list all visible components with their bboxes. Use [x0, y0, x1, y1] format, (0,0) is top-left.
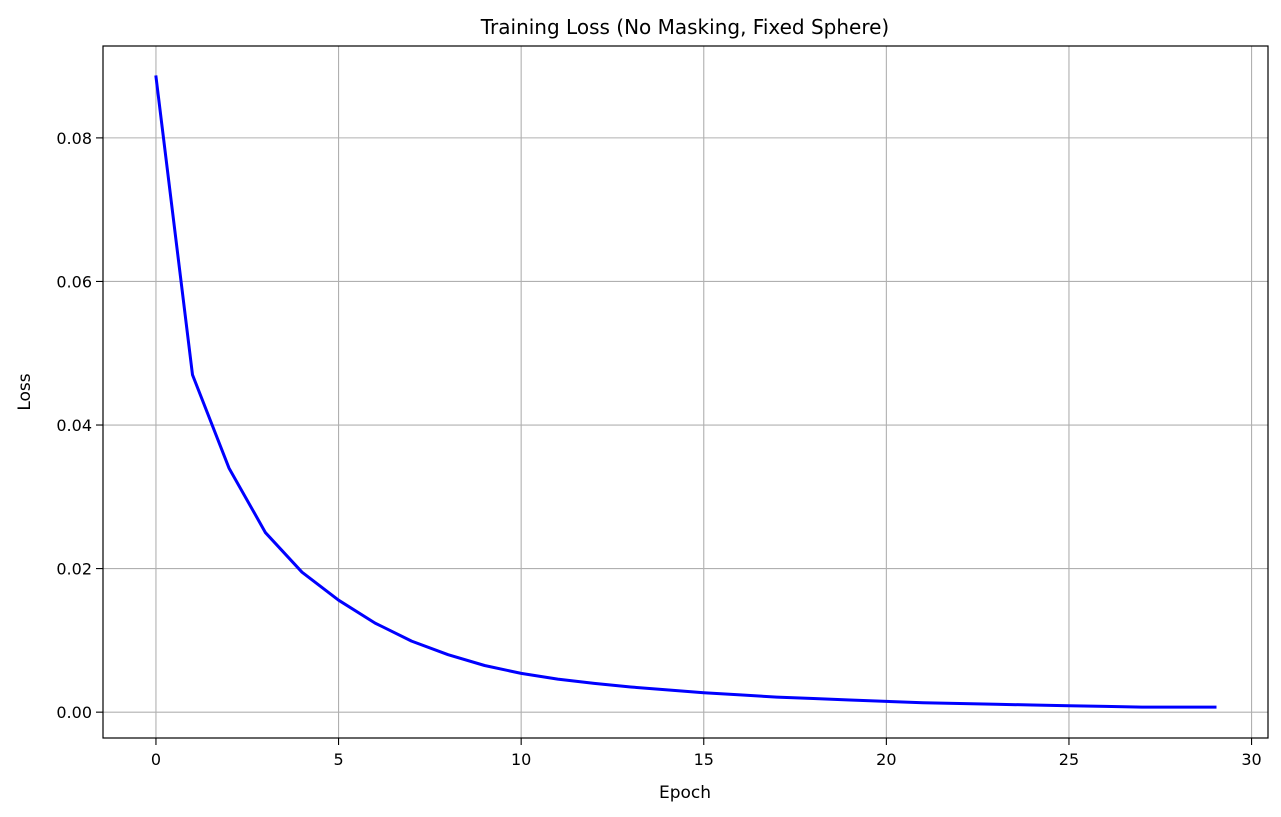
x-tick-label: 30 [1241, 750, 1261, 769]
y-axis-label: Loss [15, 373, 35, 410]
x-tick-label: 10 [511, 750, 531, 769]
x-tick-label: 20 [876, 750, 896, 769]
y-tick-label: 0.04 [56, 416, 92, 435]
series-group [154, 75, 1217, 709]
loss-series-line [154, 75, 1217, 709]
x-tick-label: 0 [151, 750, 161, 769]
chart-title: Training Loss (No Masking, Fixed Sphere) [480, 15, 889, 39]
x-tick-label: 15 [694, 750, 714, 769]
y-tick-label: 0.00 [56, 703, 92, 722]
plot-frame [102, 45, 1269, 739]
y-tick-label: 0.08 [56, 129, 92, 148]
y-tick-label: 0.06 [56, 272, 92, 291]
x-axis: 0 5 10 15 20 25 30 [151, 738, 1262, 769]
y-axis: 0.00 0.02 0.04 0.06 0.08 [56, 129, 103, 722]
x-axis-label: Epoch [659, 783, 711, 803]
x-tick-label: 5 [333, 750, 343, 769]
x-tick-label: 25 [1059, 750, 1079, 769]
grid [103, 46, 1268, 738]
y-tick-label: 0.02 [56, 560, 92, 579]
